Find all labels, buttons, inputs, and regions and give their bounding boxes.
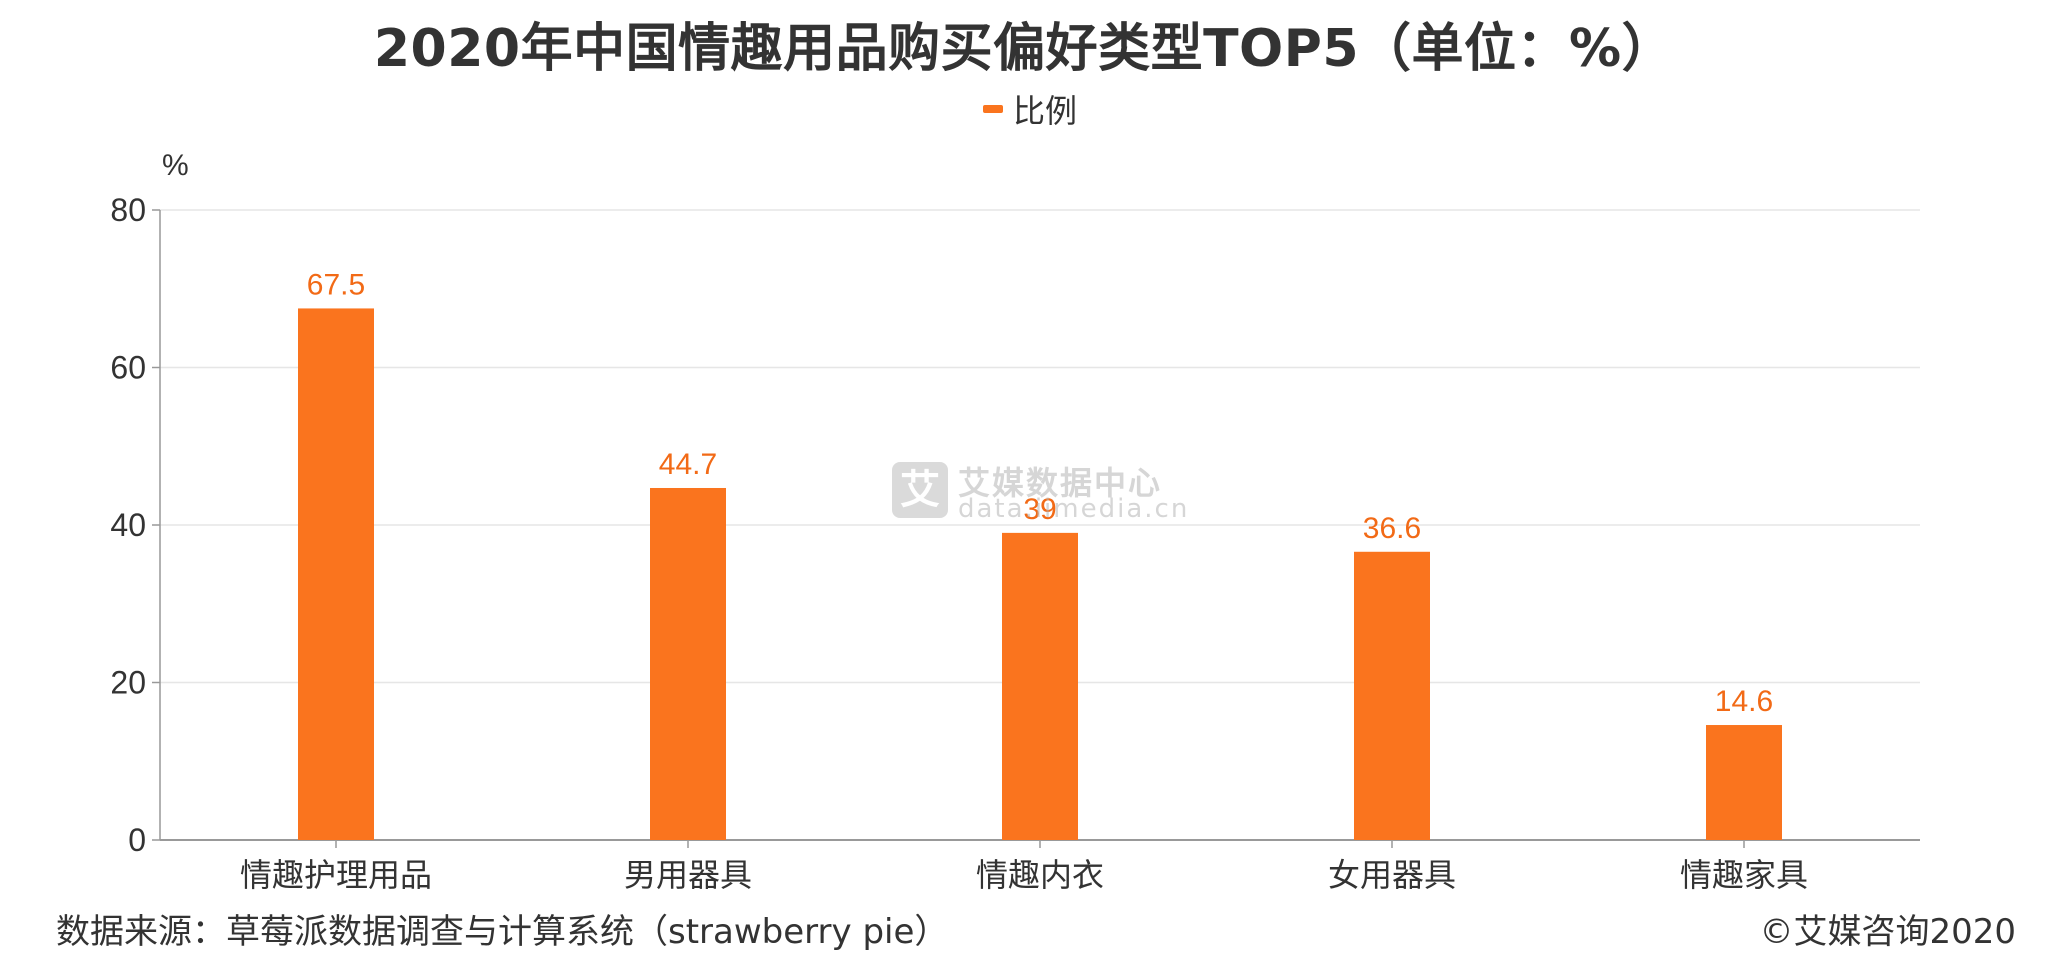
x-tick-label: 情趣护理用品 [240,857,432,893]
bar [298,308,374,840]
data-label: 67.5 [307,268,365,301]
y-axis-title: % [162,149,189,182]
data-labels: 67.5 44.7 39 36.6 14.6 [307,268,1773,718]
y-tick-label: 60 [110,350,146,386]
x-tick-label: 情趣家具 [1680,857,1808,893]
copyright: ©艾媒咨询2020 [1759,912,2016,952]
data-label: 39 [1023,493,1056,526]
legend[interactable]: 比例 [0,86,2048,132]
bar [1002,532,1078,840]
y-tick-label: 80 [110,192,146,228]
x-tick-label: 情趣内衣 [976,857,1104,893]
chart-title: 2020年中国情趣用品购买偏好类型TOP5（单位：%） [373,19,1675,79]
source-note: 数据来源：草莓派数据调查与计算系统（strawberry pie） [56,912,949,952]
legend-label: 比例 [1012,92,1077,130]
y-tick-label: 40 [110,507,146,543]
data-label: 14.6 [1715,685,1773,718]
y-tick-label: 20 [110,665,146,701]
bars [298,308,1782,840]
data-label: 44.7 [659,448,717,481]
y-tick-label: 0 [128,822,146,858]
bar-chart: 0 20 40 60 80% 情趣护理用品 男用器具 情趣内衣 女用器具 情趣家具 67.5 44.… [110,149,1920,893]
bar [650,487,726,840]
bar [1354,551,1430,840]
legend-swatch-icon [982,105,1003,113]
data-label: 36.6 [1363,512,1421,545]
bar [1706,725,1782,840]
x-tick-label: 女用器具 [1328,857,1456,893]
x-tick-label: 男用器具 [624,857,752,893]
